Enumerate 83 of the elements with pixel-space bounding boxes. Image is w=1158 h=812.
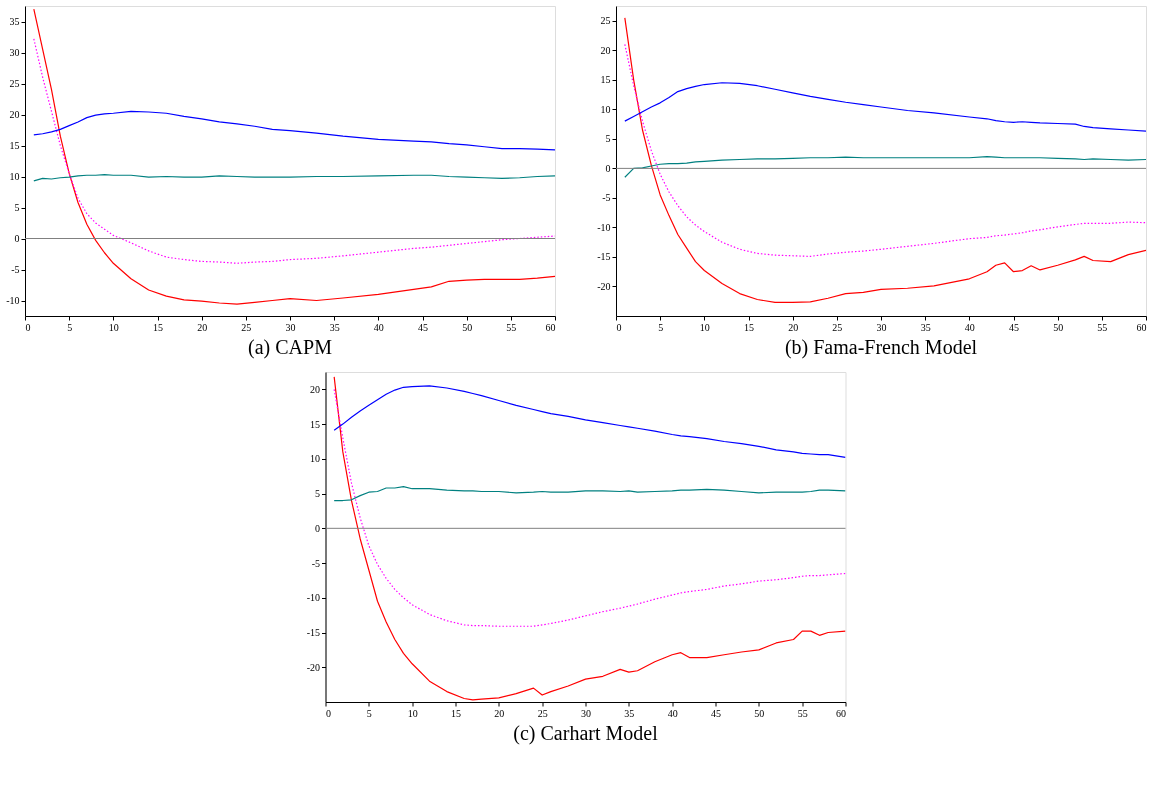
x-tick-label: 55 [506, 321, 517, 333]
line-series [624, 17, 1146, 304]
y-tick-label: 35 [9, 16, 20, 27]
x-tick-label: 20 [197, 321, 208, 333]
y-tick-label: -10 [597, 221, 611, 233]
x-tick-label: 10 [407, 707, 418, 719]
y-tick-label: 10 [310, 453, 320, 465]
y-tick-label: 0 [605, 162, 611, 174]
x-tick-label: 25 [832, 321, 843, 333]
y-tick-label: 0 [315, 522, 320, 534]
line-series [624, 43, 1146, 257]
line-series [33, 174, 555, 182]
y-tick-label: -20 [306, 661, 320, 673]
x-tick-label: 30 [581, 707, 591, 719]
x-tick-label: 40 [373, 321, 384, 333]
y-tick-label: -10 [6, 295, 20, 306]
x-tick-label: 5 [658, 321, 664, 333]
y-tick-label: 30 [9, 47, 20, 58]
x-tick-label: 40 [964, 321, 975, 333]
y-tick-label: 15 [310, 418, 320, 430]
x-tick-label: 55 [797, 707, 808, 719]
x-tick-label: 15 [744, 321, 754, 333]
x-tick-label: 10 [699, 321, 710, 333]
x-tick-label: 60 [836, 707, 846, 719]
y-tick-label: 5 [315, 488, 320, 500]
line-series [333, 486, 846, 502]
y-tick-label: -10 [306, 592, 320, 604]
x-tick-label: 10 [108, 321, 119, 333]
y-tick-label: -5 [11, 264, 20, 275]
x-tick-label: 0 [326, 707, 331, 719]
x-tick-label: 55 [1097, 321, 1108, 333]
y-tick-label: -20 [597, 280, 611, 292]
x-tick-label: 25 [537, 707, 548, 719]
x-tick-label: 5 [67, 321, 73, 333]
x-tick-label: 30 [285, 321, 296, 333]
x-tick-label: 50 [1053, 321, 1064, 333]
y-tick-label: 25 [600, 15, 611, 27]
line-series [333, 388, 846, 627]
text: (b) Fama-French Model [784, 336, 978, 359]
x-tick-label: 50 [462, 321, 473, 333]
y-tick-label: -15 [306, 627, 320, 639]
x-tick-label: 50 [754, 707, 765, 719]
y-tick-label: 20 [9, 109, 20, 120]
y-tick-label: 10 [9, 171, 20, 182]
text: (a) CAPM [248, 336, 333, 359]
x-tick-label: 0 [25, 321, 31, 333]
x-tick-label: 30 [876, 321, 887, 333]
x-tick-label: 40 [667, 707, 678, 719]
y-tick-label: 25 [9, 78, 20, 89]
x-tick-label: 60 [545, 321, 556, 333]
text: (c) Carhart Model [513, 722, 659, 745]
x-tick-label: 60 [1136, 321, 1147, 333]
line-series [33, 110, 555, 151]
y-tick-label: 15 [9, 140, 20, 151]
x-tick-label: 20 [494, 707, 505, 719]
y-tick-label: 0 [14, 233, 20, 244]
line-series [33, 8, 555, 305]
line-series [624, 155, 1146, 178]
line-series [33, 38, 555, 264]
y-tick-label: -5 [602, 192, 611, 204]
x-tick-label: 15 [451, 707, 461, 719]
x-tick-label: 35 [624, 707, 635, 719]
y-tick-label: -5 [311, 557, 320, 569]
y-tick-label: 5 [605, 133, 611, 145]
y-tick-label: 20 [600, 44, 611, 56]
x-tick-label: 45 [1009, 321, 1019, 333]
y-tick-label: 10 [600, 103, 611, 115]
x-tick-label: 25 [241, 321, 252, 333]
y-tick-label: 15 [600, 74, 611, 86]
line-series [624, 82, 1146, 132]
x-tick-label: 35 [920, 321, 931, 333]
line-series [333, 385, 846, 459]
x-tick-label: 45 [418, 321, 428, 333]
x-tick-label: 45 [711, 707, 721, 719]
y-tick-label: -15 [597, 251, 611, 263]
y-tick-label: 5 [14, 202, 20, 213]
x-tick-label: 5 [366, 707, 372, 719]
x-tick-label: 20 [788, 321, 799, 333]
x-tick-label: 0 [616, 321, 622, 333]
x-tick-label: 15 [153, 321, 163, 333]
x-tick-label: 35 [329, 321, 340, 333]
line-series [333, 376, 846, 701]
y-tick-label: 20 [310, 383, 320, 395]
